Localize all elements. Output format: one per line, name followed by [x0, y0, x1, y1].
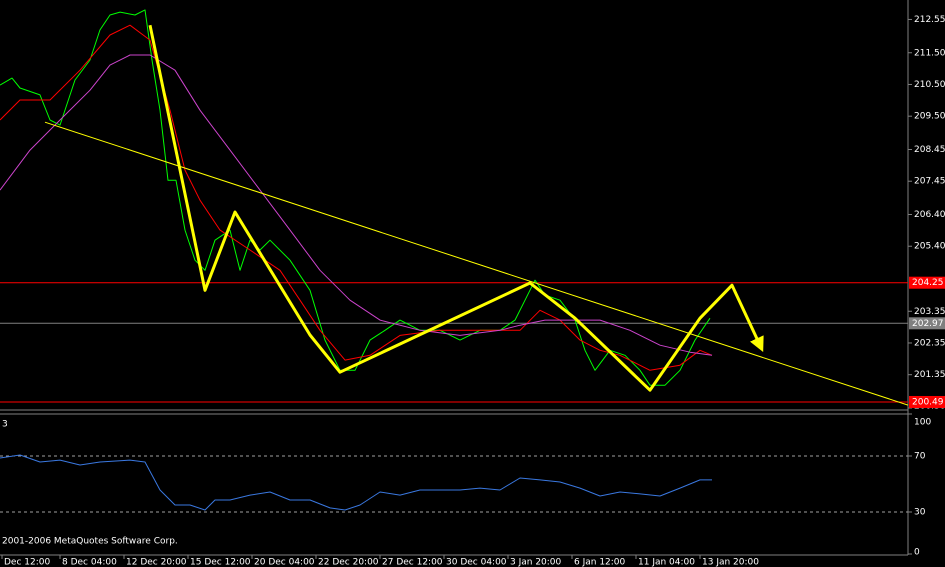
x-tick-label: 11 Jan 04:00 [638, 558, 695, 567]
y-tick-label: 209.50 [914, 112, 945, 122]
indicator-label: 3 [2, 420, 8, 430]
series-line [0, 24, 713, 371]
y-tick-label: 211.50 [914, 48, 945, 58]
x-tick-label: 6 Jan 12:00 [574, 558, 626, 567]
x-tick-label: 20 Dec 04:00 [254, 558, 315, 567]
y-tick-label: 201.35 [914, 370, 945, 380]
series-line [0, 9, 711, 386]
y-tick-label: 212.55 [914, 15, 945, 25]
y-tick-label: 202.35 [914, 338, 945, 348]
x-tick-label: 13 Jan 20:00 [702, 558, 759, 567]
x-tick-label: 8 Dec 04:00 [62, 558, 117, 567]
price-level-label: 202.97 [912, 319, 944, 329]
series-line [44, 121, 909, 406]
x-tick-label: 30 Dec 04:00 [446, 558, 507, 567]
series-line [0, 454, 712, 511]
series-line [148, 24, 764, 392]
copyright: 2001-2006 MetaQuotes Software Corp. [2, 537, 178, 547]
price-level-label: 200.49 [912, 397, 944, 407]
x-tick-label: 12 Dec 20:00 [126, 558, 187, 567]
y-tick-label: 210.50 [914, 80, 945, 90]
y-tick-label: 0 [914, 548, 920, 558]
y-tick-label: 208.45 [914, 145, 945, 155]
price-level-label: 204.25 [912, 278, 944, 288]
series-line [0, 54, 713, 356]
x-tick-label: 15 Dec 12:00 [190, 558, 251, 567]
y-tick-label: 100 [914, 418, 931, 428]
y-tick-label: 205.40 [914, 242, 945, 252]
y-tick-label: 207.45 [914, 177, 945, 187]
y-tick-label: 30 [914, 508, 926, 518]
x-tick-label: 22 Dec 20:00 [318, 558, 379, 567]
x-tick-label: 27 Dec 12:00 [382, 558, 443, 567]
x-tick-label: Dec 12:00 [4, 558, 50, 567]
y-tick-label: 70 [914, 452, 926, 462]
y-tick-label: 206.40 [914, 210, 945, 220]
price-level-box [909, 395, 945, 408]
x-tick-label: 3 Jan 20:00 [510, 558, 562, 567]
price-level-box [909, 317, 945, 330]
price-level-box [909, 276, 945, 289]
y-tick-label: 203.35 [914, 307, 945, 317]
